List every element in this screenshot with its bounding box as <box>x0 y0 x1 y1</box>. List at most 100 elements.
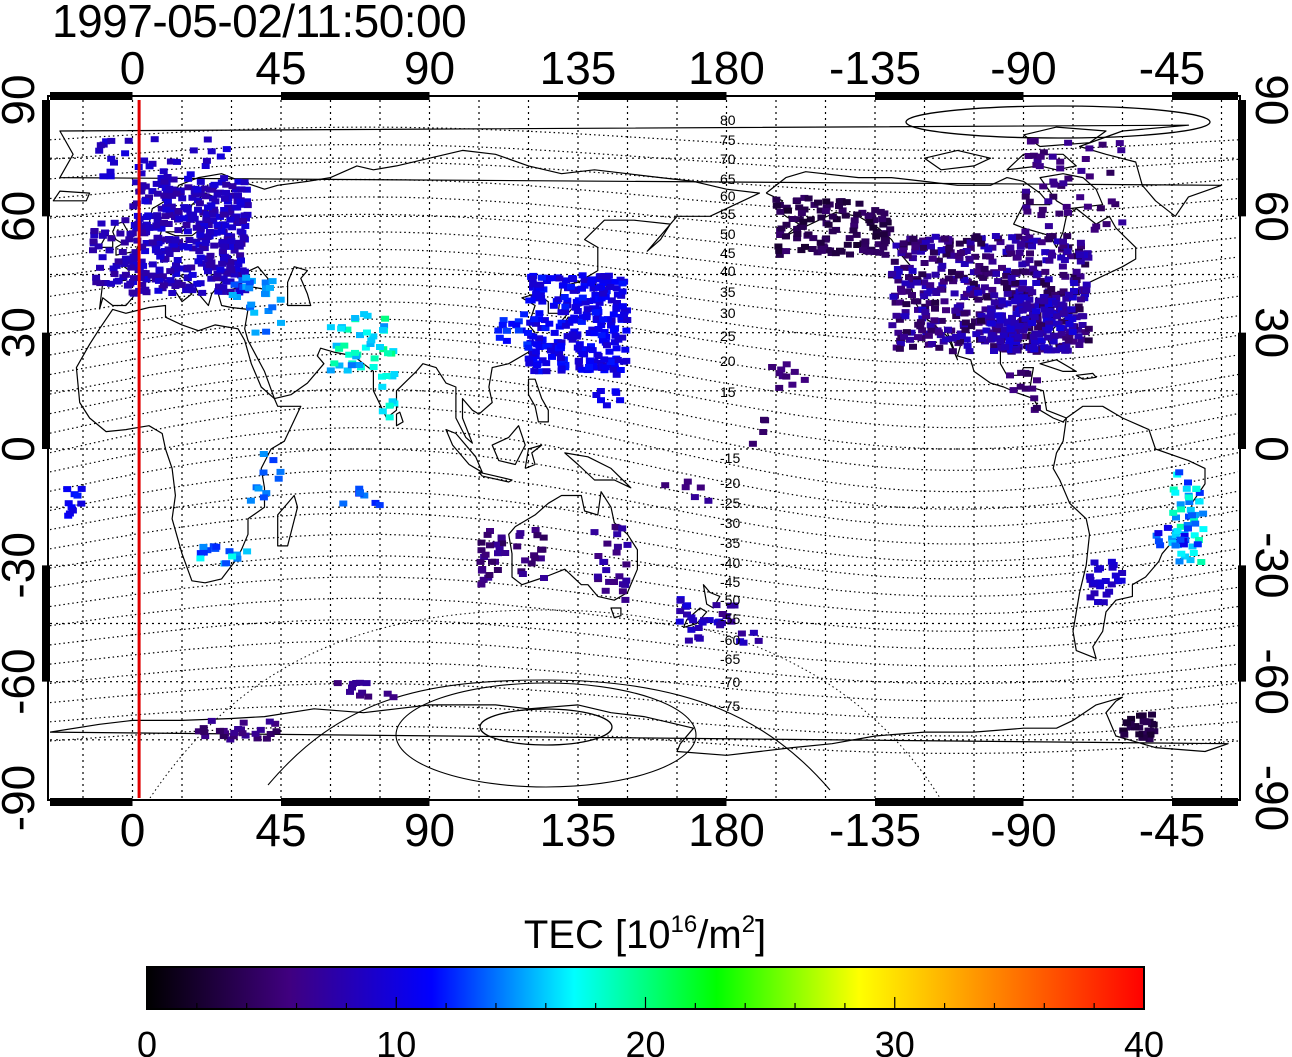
tec-pixel <box>205 228 214 235</box>
tec-pixel <box>201 240 210 246</box>
coastline <box>1022 126 1107 148</box>
tec-pixel <box>1138 712 1147 719</box>
tec-pixel <box>561 309 570 315</box>
tec-pixel <box>369 364 378 370</box>
tec-pixel <box>1044 198 1053 205</box>
tec-pixel <box>1025 257 1034 264</box>
tec-pixel <box>1022 204 1031 211</box>
tec-pixel <box>212 543 221 550</box>
tec-pixel <box>934 257 943 264</box>
tec-pixel <box>684 637 693 644</box>
tec-pixel <box>1062 295 1071 302</box>
tec-pixel <box>1064 209 1072 216</box>
tec-pixel <box>988 286 997 293</box>
tec-pixel <box>213 221 222 228</box>
tec-pixel <box>537 546 546 553</box>
tec-pixel <box>138 229 146 236</box>
tec-pixel <box>1056 325 1065 331</box>
south-mlat-ellipse <box>395 682 697 788</box>
tec-pixel <box>233 294 241 300</box>
mlat-label: 70 <box>720 151 736 167</box>
tec-pixel <box>225 258 234 265</box>
tec-pixel <box>937 247 946 254</box>
tec-pixel <box>1185 499 1194 505</box>
tec-pixel <box>535 310 544 317</box>
tec-pixel <box>594 353 603 359</box>
tec-pixel <box>193 186 202 193</box>
tec-pixel <box>901 313 910 320</box>
tec-pixel <box>246 497 255 504</box>
tec-pixel <box>234 178 243 185</box>
mlat-label: -30 <box>720 515 740 531</box>
tec-pixel <box>1173 528 1182 535</box>
tec-pixel <box>160 219 168 226</box>
tec-pixel <box>226 278 235 285</box>
coastline <box>491 425 526 466</box>
tec-pixel <box>171 237 180 244</box>
tec-pixel <box>588 326 597 333</box>
tec-pixel <box>129 255 138 261</box>
tec-pixel <box>137 170 146 177</box>
tec-pixel <box>966 239 975 246</box>
tec-pixel <box>110 271 119 277</box>
tec-pixel <box>206 252 215 259</box>
tec-pixel <box>174 227 183 234</box>
coastline <box>98 149 761 444</box>
tec-pixel <box>782 233 790 240</box>
y-tick-labels-left: 90 60 30 0 -30 -60 -90 <box>0 74 44 831</box>
tec-pixel <box>991 233 1000 239</box>
tec-pixel <box>776 208 785 215</box>
tec-pixel <box>1169 509 1178 516</box>
tec-pixel <box>1085 173 1094 180</box>
y-tick-label: 90 <box>1246 74 1292 125</box>
coastline <box>1052 405 1206 659</box>
south-mlat-ellipse <box>479 708 613 746</box>
tec-pixel <box>219 284 228 291</box>
tec-pixel <box>1082 281 1091 288</box>
tec-pixel <box>594 553 603 559</box>
tec-pixel <box>1117 577 1126 584</box>
tec-pixel <box>1078 322 1087 328</box>
tec-pixel <box>578 285 586 292</box>
tec-pixel <box>595 284 604 291</box>
mlat-label: -65 <box>720 651 740 667</box>
tec-pixel <box>1012 311 1021 318</box>
tec-pixel <box>532 291 541 298</box>
tec-pixel <box>202 218 211 225</box>
tec-pixel <box>239 719 248 726</box>
tec-pixel <box>850 217 859 224</box>
tec-pixel <box>1050 332 1058 339</box>
tec-pixel <box>1037 337 1046 344</box>
tec-pixel <box>1026 238 1035 245</box>
tec-pixel <box>687 614 696 621</box>
tec-pixel <box>352 680 361 686</box>
tec-pixel <box>230 271 239 278</box>
tec-pixel <box>797 210 806 217</box>
tec-pixel <box>1058 263 1067 270</box>
tec-pixel <box>1194 537 1203 543</box>
tec-pixel <box>537 325 546 331</box>
tec-pixel <box>485 572 494 578</box>
tec-pixel <box>599 280 608 287</box>
tec-pixel <box>1096 205 1105 212</box>
tec-pixel <box>587 276 596 283</box>
tec-pixel <box>1191 520 1200 527</box>
tec-pixel <box>1020 294 1028 301</box>
tec-pixel <box>881 251 890 258</box>
tec-pixel <box>1029 333 1038 340</box>
tec-pixel <box>210 242 219 249</box>
tec-pixel <box>1067 306 1076 313</box>
tec-pixel <box>157 205 166 212</box>
tec-pixel <box>77 500 86 507</box>
tec-pixel <box>174 208 183 214</box>
tec-pixel <box>908 267 917 274</box>
tec-pixel <box>808 246 817 252</box>
tec-pixel <box>531 527 540 533</box>
tec-pixel <box>385 402 394 409</box>
tec-pixel <box>800 376 809 383</box>
tec-pixel <box>1065 291 1074 298</box>
tec-pixel <box>1076 239 1085 246</box>
tec-pixel <box>573 308 582 314</box>
tec-pixel <box>613 357 622 363</box>
